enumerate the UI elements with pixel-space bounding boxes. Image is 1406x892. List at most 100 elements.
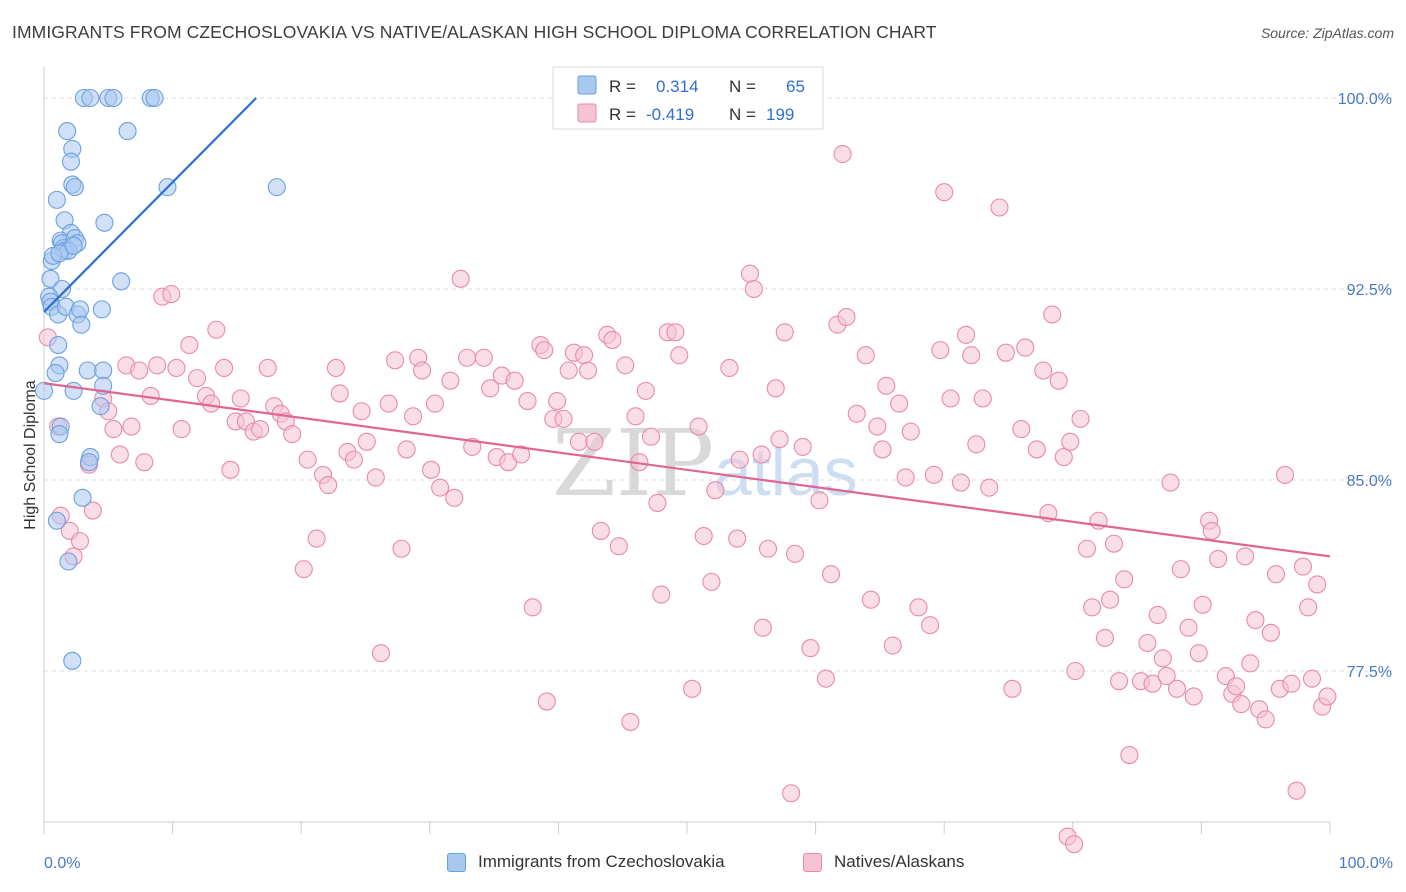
czech-point (91, 397, 110, 416)
natives-point (1003, 679, 1022, 698)
x-tick-label: 0.0% (44, 855, 80, 872)
natives-point (258, 358, 277, 377)
natives-point (371, 644, 390, 663)
czech-trend-line (43, 97, 257, 313)
natives-point (1287, 781, 1306, 800)
natives-point (481, 379, 500, 398)
natives-point (752, 445, 771, 464)
natives-point (1236, 547, 1255, 566)
natives-point (1232, 695, 1251, 714)
natives-point (1054, 448, 1073, 467)
natives-point (1065, 835, 1084, 854)
natives-point (1095, 628, 1114, 647)
czech-point (64, 381, 83, 400)
natives-point (1115, 570, 1134, 589)
natives-point (996, 343, 1015, 362)
natives-point (1104, 534, 1124, 553)
czech-point (78, 361, 97, 380)
natives-point (1143, 674, 1162, 693)
natives-point (1043, 305, 1062, 324)
natives-point (441, 371, 460, 390)
natives-point (319, 476, 338, 495)
czech-point (64, 236, 83, 255)
czech-point (81, 88, 100, 108)
natives-point (1138, 633, 1157, 653)
czech-point (50, 244, 69, 263)
legend-swatch-czech (447, 852, 466, 872)
czech-point (94, 361, 113, 380)
czech-point (61, 152, 81, 171)
czech-point (70, 300, 90, 319)
natives-point (1061, 432, 1080, 451)
y-tick-label: 85.0% (1347, 473, 1392, 490)
natives-point (298, 450, 317, 469)
natives-point (122, 417, 141, 436)
natives-point (775, 323, 794, 342)
natives-point (162, 285, 181, 304)
natives-point (603, 330, 622, 349)
czech-point (59, 552, 78, 571)
natives-point (231, 389, 250, 408)
natives-point (973, 389, 992, 408)
natives-point (744, 279, 763, 299)
natives-point (1120, 745, 1139, 765)
natives-point (221, 460, 240, 479)
natives-point (883, 636, 902, 655)
natives-point (951, 473, 970, 492)
natives-point (683, 679, 702, 698)
natives-point (935, 183, 954, 202)
natives-point (167, 358, 186, 377)
natives-point (616, 356, 635, 375)
natives-point (782, 784, 801, 803)
legend-n-value-1: 65 (786, 77, 805, 96)
natives-point (1256, 710, 1275, 729)
tick-labels: 77.5% 85.0% 92.5% 100.0% 0.0% 100.0% (44, 91, 1393, 872)
natives-point (110, 445, 129, 464)
natives-point (326, 358, 345, 377)
natives-point (896, 468, 915, 487)
natives-point (569, 432, 589, 451)
natives-point (330, 384, 349, 403)
natives-point (1282, 674, 1301, 693)
natives-point (626, 407, 645, 426)
natives-point (890, 394, 909, 413)
natives-point (1275, 465, 1295, 484)
czech-point (58, 122, 77, 141)
czech-point (50, 425, 69, 444)
y-tick-label: 92.5% (1347, 282, 1392, 299)
natives-point (1184, 687, 1203, 706)
natives-point (810, 491, 829, 510)
y-tick-label: 77.5% (1347, 664, 1392, 681)
natives-point (877, 376, 896, 395)
czech-point (72, 315, 91, 334)
natives-point (758, 539, 778, 558)
czech-point (92, 300, 111, 319)
czech-point (79, 453, 99, 472)
natives-point (518, 392, 537, 411)
natives-point (344, 450, 363, 469)
natives-point (207, 320, 226, 339)
natives-point (1027, 440, 1046, 459)
legend-item-czech: Immigrants from Czechoslovakia (447, 852, 725, 872)
natives-point (753, 618, 772, 637)
natives-point (352, 402, 371, 421)
natives-point (816, 669, 835, 688)
czech-point (41, 269, 60, 288)
czech-point (104, 88, 123, 108)
y-axis-label: High School Diploma (22, 380, 39, 530)
legend-n-value-2: 199 (766, 105, 794, 124)
czech-point (47, 190, 66, 209)
natives-point (1071, 409, 1090, 428)
natives-point (148, 356, 167, 375)
natives-point (648, 493, 667, 512)
natives-point (250, 420, 270, 439)
legend-item-natives: Natives/Alaskans (803, 852, 964, 872)
natives-point (104, 420, 123, 439)
natives-point (1318, 687, 1337, 706)
czech-point (63, 651, 82, 670)
czech-point (34, 381, 54, 400)
source-credit: Source: ZipAtlas.com (1260, 25, 1394, 41)
natives-point (636, 381, 655, 400)
czech-point (47, 511, 66, 530)
czech-point (267, 178, 286, 197)
